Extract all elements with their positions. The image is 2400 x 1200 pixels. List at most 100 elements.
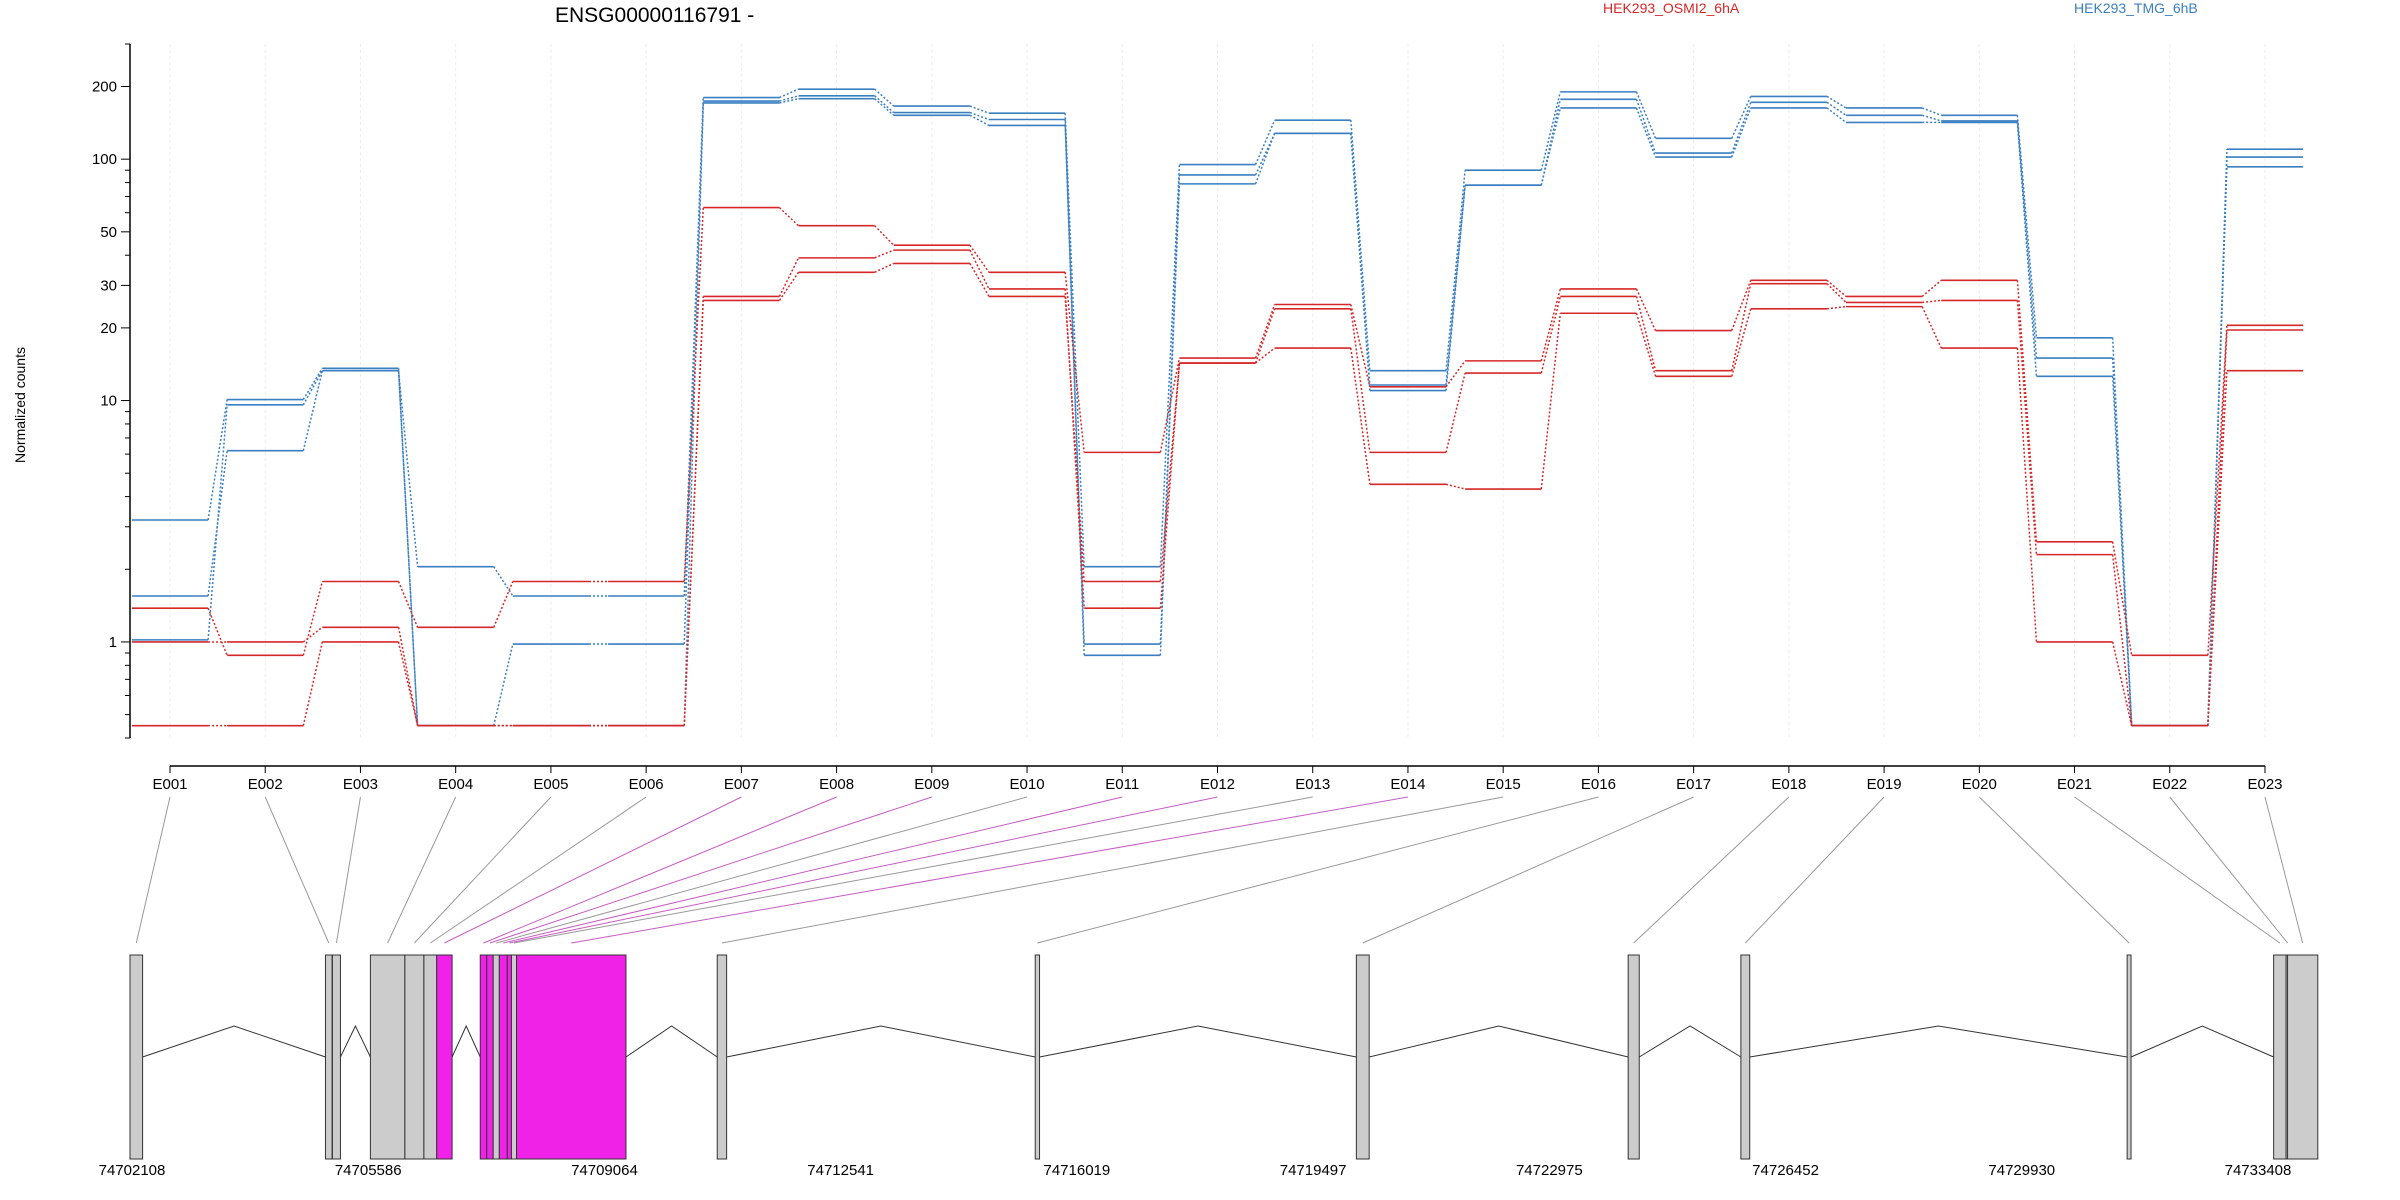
series-connector <box>1159 363 1181 609</box>
series-connector <box>1635 107 1657 158</box>
series-connector <box>1254 304 1276 359</box>
exon-mapping-line <box>387 796 457 944</box>
y-axis: 1 10 20 30 50 100 200 <box>92 43 131 739</box>
series-connector <box>2016 300 2038 555</box>
x-tick-label: E011 <box>1105 776 1139 793</box>
series-connector <box>969 111 990 121</box>
series-connector <box>969 105 990 114</box>
legend-label-tmg: HEK293_TMG_6hB <box>2074 0 2198 16</box>
series-connector <box>1826 283 1847 303</box>
exon-mapping-line <box>513 796 1313 944</box>
series-connector <box>2111 554 2133 726</box>
y-tick-label: 10 <box>100 393 117 410</box>
legend-label-osmi2: HEK293_OSMI2_6hA <box>1603 0 1740 16</box>
series-connector <box>779 95 799 102</box>
series-connector <box>397 627 419 726</box>
series-connector <box>397 370 419 567</box>
series-connector <box>683 97 705 597</box>
intron-connector <box>1638 1025 1742 1058</box>
x-axis: E001 E002 E003 E004 E005 E006 E007 E008 E009 E010… <box>152 765 2283 793</box>
series-connector <box>1826 279 1847 298</box>
genomic-coordinate-label: 74729930 <box>1988 1162 2055 1179</box>
series-connector <box>1445 170 1466 371</box>
series-connector <box>1064 125 1085 656</box>
exon-mapping-line <box>335 796 361 944</box>
exon-block <box>331 954 341 1160</box>
exon-block <box>324 954 333 1160</box>
y-tick-label: 20 <box>100 320 117 337</box>
series-connector <box>2207 370 2228 726</box>
x-tick-label: E013 <box>1295 776 1330 793</box>
series-connector <box>302 370 324 451</box>
series-connector <box>1159 362 1181 582</box>
series-connector <box>778 257 800 297</box>
series-connector <box>1826 101 1847 116</box>
exon-block <box>423 954 438 1160</box>
y-tick-label: 1 <box>109 634 117 651</box>
intron-connector <box>1039 1025 1357 1058</box>
exon-block <box>2273 954 2287 1160</box>
series-connector <box>1254 119 1276 165</box>
series-connector <box>874 225 895 246</box>
exon-mapping-line <box>2074 796 2281 944</box>
x-tick-label: E012 <box>1200 776 1235 793</box>
exon-block <box>1627 954 1640 1160</box>
x-tick-label: E020 <box>1962 776 1997 793</box>
exon-mapping-lines <box>135 796 2304 944</box>
series-connector <box>2016 348 2038 642</box>
series-connector <box>1064 296 1085 582</box>
series-connector <box>1921 114 1942 122</box>
exon-block <box>486 954 494 1160</box>
exon-mapping-line <box>264 796 330 944</box>
y-tick-label: 100 <box>92 151 117 168</box>
exon-block <box>1355 954 1370 1160</box>
exon-mapping-line <box>430 796 647 944</box>
series-connector <box>1730 283 1752 371</box>
series-connector <box>874 88 895 107</box>
exon-mapping-line <box>1633 796 1790 944</box>
exon-mapping-line <box>1037 796 1599 944</box>
x-tick-label: E005 <box>533 776 568 793</box>
series-connector <box>874 249 895 259</box>
x-tick-label: E007 <box>724 776 759 793</box>
series-connector <box>778 207 800 227</box>
x-tick-label: E004 <box>438 776 473 793</box>
series-connector <box>1255 347 1276 364</box>
x-tick-label: E018 <box>1771 776 1806 793</box>
genomic-coordinate-label: 74719497 <box>1280 1162 1347 1179</box>
genomic-coordinate-label: 74712541 <box>807 1162 874 1179</box>
x-tick-label: E006 <box>629 776 664 793</box>
series-connector <box>1540 91 1562 171</box>
series-connector <box>397 370 419 726</box>
y-tick-label: 200 <box>92 79 117 96</box>
exon-block <box>436 954 453 1160</box>
series-connector <box>2016 122 2038 377</box>
series-connector <box>1350 120 1371 371</box>
x-gridlines <box>169 44 2266 738</box>
series-connector <box>1635 99 1657 154</box>
series-connector <box>1350 347 1371 485</box>
genomic-coordinate-label: 74705586 <box>335 1162 402 1179</box>
series-connector <box>1445 372 1466 453</box>
exon-block <box>404 954 425 1160</box>
intron-connector <box>1749 1025 2128 1058</box>
exon-block <box>498 954 508 1160</box>
genomic-coordinate-label: 74702108 <box>99 1162 166 1179</box>
series-connector <box>969 114 990 127</box>
exon-block <box>516 954 627 1160</box>
series-connector <box>778 271 800 301</box>
exon-mapping-line <box>489 796 932 944</box>
genomic-coordinate-labels: 74702108 74705586 74709064 74712541 74716019… <box>99 1162 2292 1179</box>
exon-mapping-line <box>509 796 1218 944</box>
exon-mapping-line <box>2264 796 2304 944</box>
series-connector <box>779 88 799 99</box>
series-connector <box>493 581 514 628</box>
x-tick-label: E003 <box>343 776 378 793</box>
series-connector <box>1921 279 1942 298</box>
series-connector <box>397 581 419 628</box>
exon-block <box>1740 954 1751 1160</box>
genomic-coordinate-label: 74726452 <box>1752 1162 1819 1179</box>
series-connector <box>1540 296 1562 374</box>
series-connector <box>1540 107 1562 186</box>
exon-mapping-line <box>571 796 1409 944</box>
